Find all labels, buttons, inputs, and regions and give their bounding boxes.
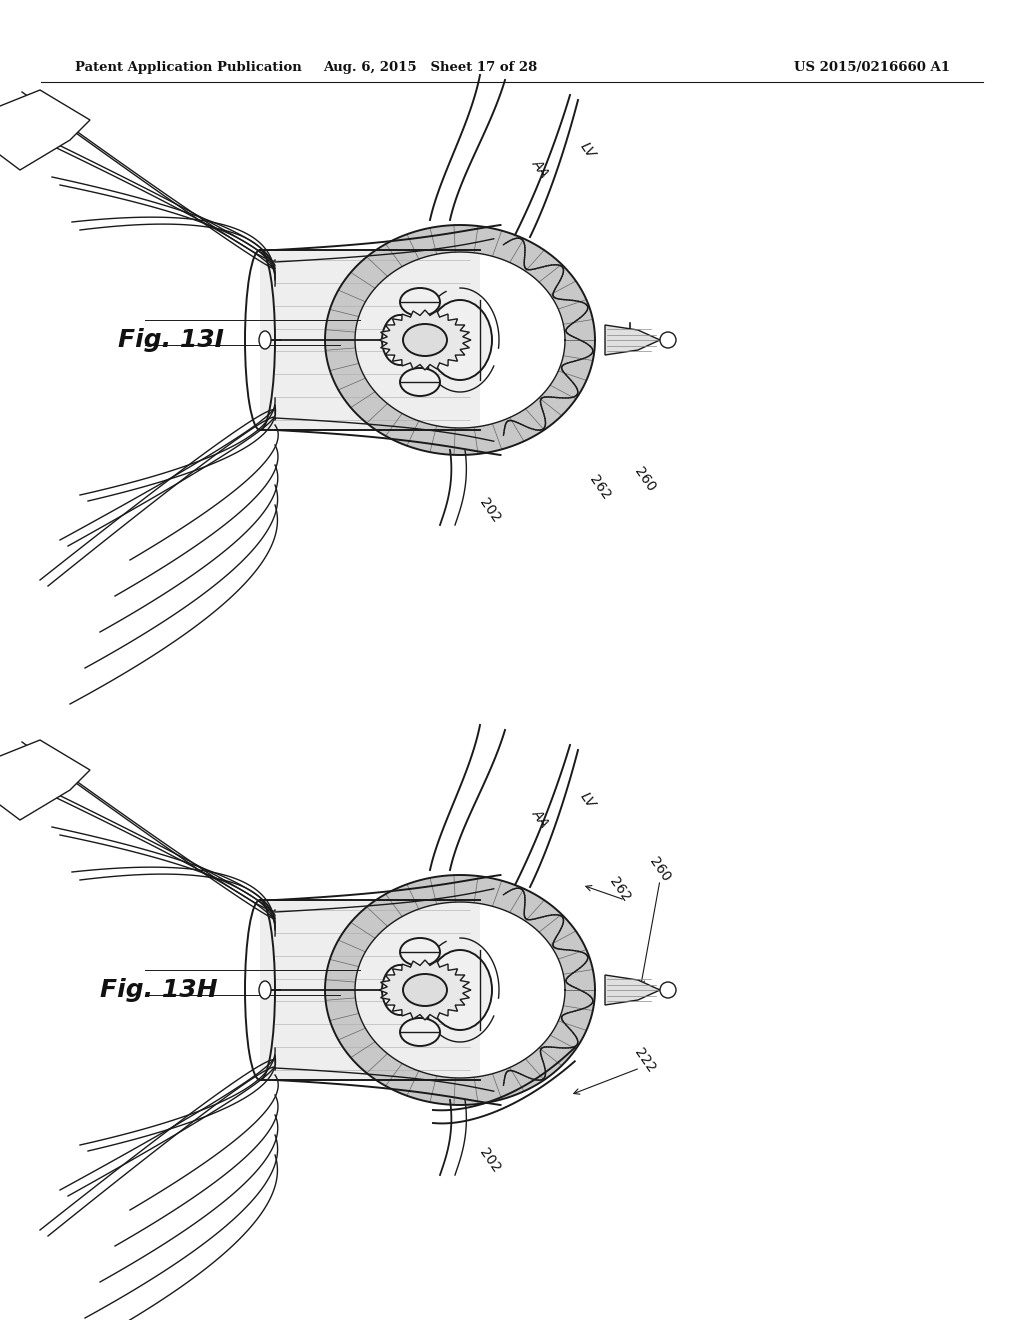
Ellipse shape xyxy=(382,965,418,1015)
Polygon shape xyxy=(379,960,471,1020)
Text: 262: 262 xyxy=(587,473,613,503)
Ellipse shape xyxy=(428,950,492,1030)
Text: AA: AA xyxy=(528,807,551,830)
Text: Aug. 6, 2015   Sheet 17 of 28: Aug. 6, 2015 Sheet 17 of 28 xyxy=(323,62,538,74)
Ellipse shape xyxy=(660,333,676,348)
Ellipse shape xyxy=(403,974,447,1006)
Ellipse shape xyxy=(400,1018,440,1045)
FancyBboxPatch shape xyxy=(260,249,480,430)
Text: 262: 262 xyxy=(606,875,633,904)
Text: 260: 260 xyxy=(632,465,658,495)
Ellipse shape xyxy=(400,368,440,396)
Ellipse shape xyxy=(400,288,440,315)
Polygon shape xyxy=(0,741,90,820)
Text: 202: 202 xyxy=(477,1146,503,1175)
Text: 202: 202 xyxy=(477,495,503,525)
Polygon shape xyxy=(325,875,595,1105)
Text: 222: 222 xyxy=(632,1045,658,1074)
Polygon shape xyxy=(379,310,471,370)
Ellipse shape xyxy=(660,982,676,998)
Text: 260: 260 xyxy=(647,855,674,884)
Text: Fig. 13H: Fig. 13H xyxy=(100,978,217,1002)
FancyBboxPatch shape xyxy=(260,900,480,1080)
Polygon shape xyxy=(325,224,595,455)
Polygon shape xyxy=(605,325,660,355)
Text: Fig. 13I: Fig. 13I xyxy=(118,327,224,352)
Ellipse shape xyxy=(400,939,440,966)
Ellipse shape xyxy=(382,315,418,366)
Text: LV: LV xyxy=(578,140,598,161)
Text: LV: LV xyxy=(578,789,598,810)
Text: Patent Application Publication: Patent Application Publication xyxy=(75,62,302,74)
Ellipse shape xyxy=(259,331,271,348)
Ellipse shape xyxy=(428,300,492,380)
Text: US 2015/0216660 A1: US 2015/0216660 A1 xyxy=(794,62,950,74)
Polygon shape xyxy=(605,975,660,1005)
Ellipse shape xyxy=(259,981,271,999)
Text: AA: AA xyxy=(528,156,551,180)
Polygon shape xyxy=(0,90,90,170)
Ellipse shape xyxy=(403,323,447,356)
